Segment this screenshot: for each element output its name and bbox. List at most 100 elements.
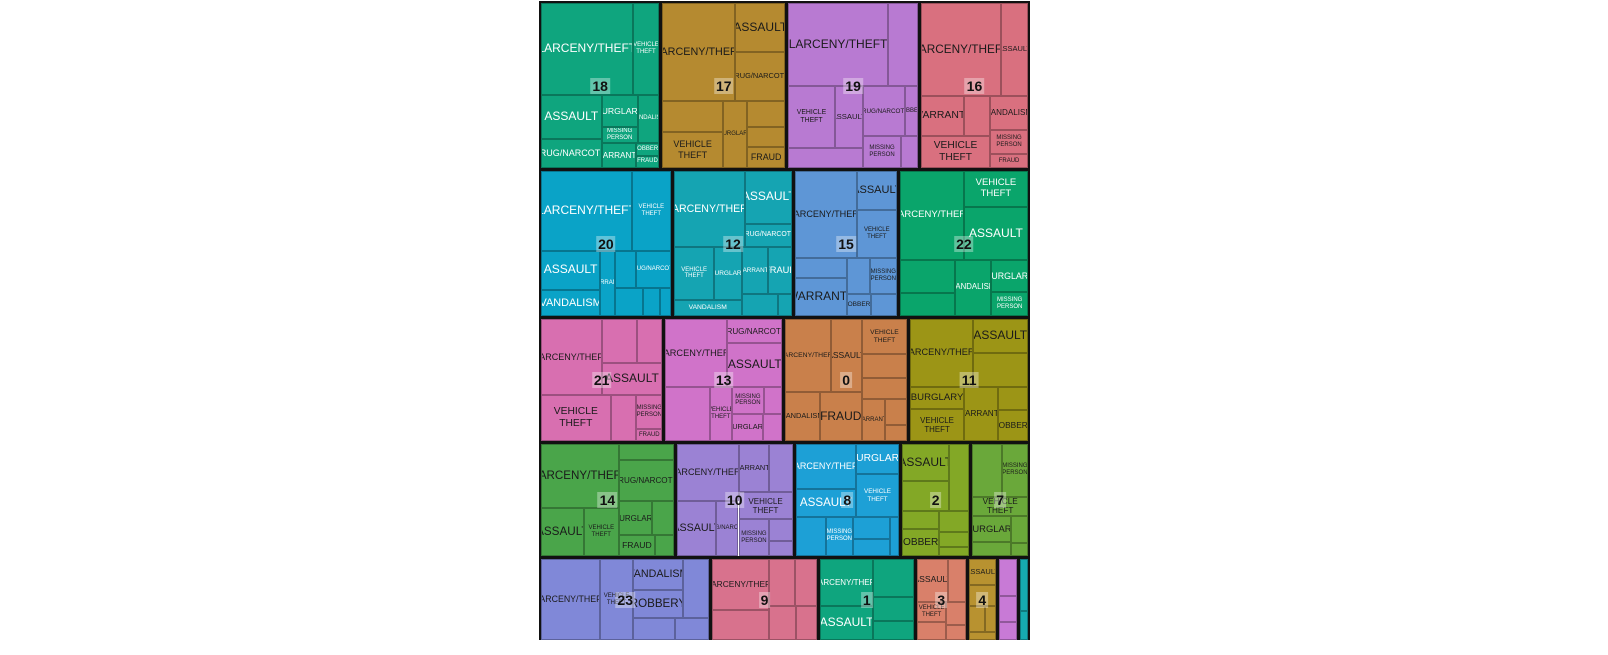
treemap-leaf-label: LARCENY/THEFT (542, 351, 601, 362)
treemap-leaf: VANDALISM (637, 94, 660, 144)
treemap-leaf-label: VANDALISM (955, 282, 991, 292)
treemap-leaf-label: DRUG/NARCOTIC (727, 326, 781, 336)
treemap-leaf: MISSING PERSON (825, 516, 853, 556)
treemap-leaf (972, 353, 1028, 387)
treemap-leaf-label: VEHICLE THEFT (553, 406, 598, 430)
treemap-leaf (636, 319, 663, 364)
treemap-leaf-label: MISSING PERSON (735, 393, 761, 407)
treemap-leaf: VEHICLE THEFT (632, 3, 660, 95)
treemap-leaf (873, 559, 914, 597)
treemap-leaf: VANDALISM (954, 259, 992, 316)
treemap-leaf-label: ASSAULT (605, 371, 659, 386)
treemap-leaf: ASSAULT (963, 207, 1028, 260)
treemap-leaf-label: MISSING PERSON (997, 297, 1023, 310)
treemap-leaf: LARCENY/THEFT (910, 319, 973, 387)
treemap-leaf: VEHICLE THEFT (600, 559, 633, 640)
treemap-leaf-label: VEHICLE THEFT (711, 406, 732, 420)
treemap-leaf-label: VEHICLE THEFT (933, 140, 978, 164)
treemap-group-label: 13 (713, 372, 734, 388)
treemap-leaf-label: BURGLARY (732, 422, 763, 432)
treemap-leaf-label: WARRANTS (602, 150, 635, 160)
treemap-leaf-label: FRAUD (750, 152, 782, 163)
treemap-leaf-label: ASSAULT (819, 615, 874, 630)
treemap-leaf-label: DRUG/NARCOTIC (862, 107, 905, 115)
treemap-leaf-label: BURGLARY (991, 270, 1028, 281)
treemap-leaf-label: ASSAULT (727, 357, 782, 372)
treemap-leaf: VANDALISM (541, 289, 601, 316)
treemap-leaf-label: FRAUD (638, 431, 660, 438)
treemap-leaf (795, 258, 847, 279)
treemap-leaf: WARRANTS (795, 278, 847, 316)
treemap-leaf: LARCENY/THEFT (819, 559, 874, 606)
treemap-leaf-label: BURGLARY (619, 513, 653, 523)
treemap-leaf: BURGLARY (714, 246, 742, 301)
treemap-leaf (972, 444, 1002, 497)
treemap-leaf-label: MISSING PERSON (1002, 463, 1028, 477)
treemap-leaf (984, 606, 996, 633)
treemap-group-2: ASSAULT ROBBERY 2 (899, 442, 972, 558)
treemap-leaf: VEHICLE THEFT (709, 386, 733, 441)
treemap-leaf: MISSING PERSON (738, 519, 770, 556)
treemap-leaf (870, 294, 897, 316)
treemap-leaf: MISSING PERSON (601, 126, 638, 144)
treemap-leaf-label: WARRANTS (739, 462, 768, 472)
treemap-leaf: BURGLARY (991, 259, 1028, 293)
treemap-leaf-label: ASSAULT (903, 454, 948, 469)
treemap-leaf: WARRANTS (601, 143, 636, 168)
treemap-leaf: VEHICLE THEFT (963, 171, 1028, 208)
treemap-leaf-label: VEHICLE THEFT (982, 497, 1018, 516)
treemap-leaf (938, 532, 970, 547)
treemap-leaf: ASSAULT (901, 444, 949, 481)
treemap-leaf: ASSAULT (856, 171, 897, 210)
treemap-leaf-label: MISSING PERSON (636, 405, 662, 419)
treemap-leaf: BURGLARY (601, 94, 638, 127)
treemap-leaf: VANDALISM (673, 300, 742, 316)
treemap-leaf-label: ASSAULT (1002, 44, 1027, 54)
treemap-leaf-label: FRAUD (769, 264, 791, 275)
treemap-leaf: LARCENY/THEFT (788, 3, 888, 86)
treemap-leaf: DRUG/NARCOTIC (715, 500, 739, 556)
treemap-leaf (861, 354, 908, 378)
treemap-leaf (795, 516, 826, 556)
treemap-leaf-label: FRAUD (622, 539, 652, 550)
treemap-group-14: LARCENY/THEFT ASSAULT VEHICLE THEFT DRUG/NA… (539, 442, 676, 558)
treemap-leaf-label: ASSAULT (543, 262, 598, 277)
treemap-leaf-label: LARCENY/THEFT (678, 467, 738, 478)
treemap-leaf: ASSAULT (819, 605, 874, 640)
treemap-leaf-label: ROBBERY (998, 419, 1028, 430)
treemap-leaf: VEHICLE THEFT (583, 508, 620, 556)
treemap-leaf: ASSAULT (745, 171, 793, 224)
treemap-group-label: 9 (758, 591, 771, 608)
treemap-leaf-label: DRUG/NARCOTIC (735, 71, 785, 81)
treemap-leaf: VEHICLE THEFT (920, 136, 991, 168)
treemap-group-extra-22 (996, 557, 1020, 640)
treemap-group-label: 3 (935, 591, 948, 608)
treemap-leaf: VANDALISM (990, 96, 1028, 130)
treemap-leaf: ASSAULT (972, 319, 1028, 354)
treemap-group-label: 8 (841, 492, 854, 508)
treemap-group-label: 22 (954, 235, 974, 252)
treemap-leaf: ASSAULT (1000, 3, 1028, 97)
treemap-leaf-label: MISSING PERSON (996, 135, 1022, 148)
treemap-group-label: 18 (590, 77, 610, 94)
treemap-leaf: ASSAULT (541, 94, 602, 140)
treemap-leaf (769, 559, 796, 606)
treemap-group-7: MISSING PERSON VEHICLE THEFT BURGLARY 7 (970, 442, 1030, 558)
treemap-leaf: WARRANTS (963, 386, 998, 441)
treemap-leaf (901, 510, 939, 529)
treemap-leaf: BURGLARY (972, 516, 1012, 542)
treemap-leaf-label: VEHICLE THEFT (673, 139, 712, 160)
treemap-leaf-label: FRAUD (820, 408, 862, 423)
treemap-leaf-label: BURGLARY (714, 269, 742, 277)
treemap-leaf (861, 377, 908, 400)
treemap-leaf-label: BURGLARY (910, 392, 964, 404)
treemap-leaf-label: LARCENY/THEFT (922, 41, 1000, 56)
treemap-leaf: VEHICLE THEFT (856, 474, 899, 517)
treemap-leaf: LARCENY/THEFT (541, 559, 601, 640)
treemap-leaf (632, 617, 675, 640)
treemap-leaf-label: MISSING PERSON (606, 128, 633, 142)
treemap-leaf (998, 559, 1018, 596)
treemap-leaf-label: VEHICLE THEFT (681, 266, 707, 280)
treemap-leaf-label: DRUG/NARCOTIC (619, 475, 673, 485)
